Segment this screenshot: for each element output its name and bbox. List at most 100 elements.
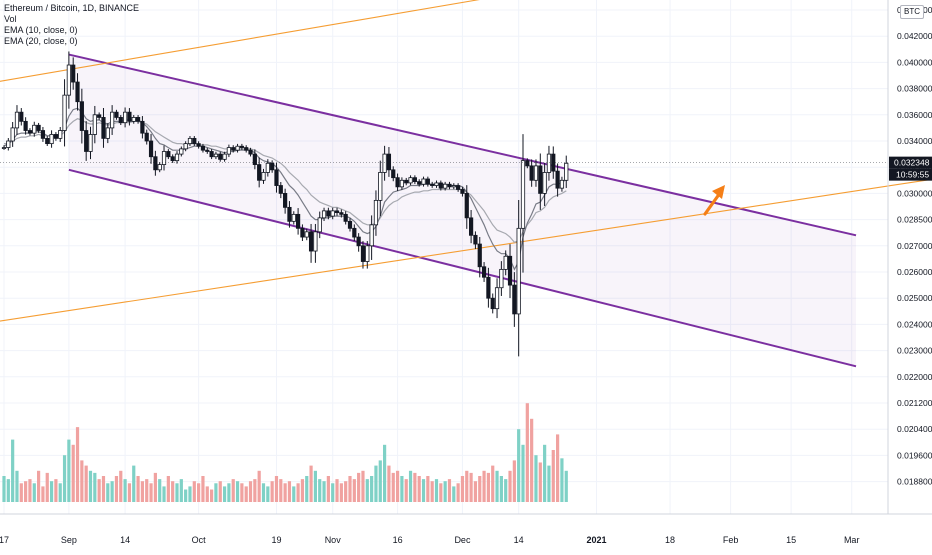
- candle-36: [157, 162, 162, 173]
- volume-bar-15: [67, 439, 71, 502]
- candle-24: [105, 123, 110, 144]
- candle-body-129: [559, 179, 565, 189]
- volume-bar-101: [439, 483, 443, 502]
- volume-bar-2: [11, 439, 15, 502]
- currency-label[interactable]: BTC: [900, 5, 924, 19]
- legend-volume[interactable]: Vol: [4, 14, 17, 24]
- candle-77: [334, 207, 340, 216]
- candle-body-43: [187, 137, 193, 145]
- volume-bar-74: [322, 481, 326, 502]
- candle-93: [404, 177, 409, 186]
- price-tick-label-2: 0.040000: [897, 57, 932, 67]
- volume-bar-118: [512, 460, 516, 502]
- candle-body-37: [161, 151, 167, 165]
- volume-bar-93: [404, 479, 408, 502]
- candle-body-119: [516, 227, 521, 315]
- ema-10-line: [3, 107, 567, 271]
- volume-bar-94: [408, 470, 413, 502]
- price-tick-label-11: 0.025000: [897, 293, 932, 303]
- volume-bar-7: [32, 483, 36, 502]
- candle-106: [460, 187, 465, 197]
- candle-body-54: [235, 145, 240, 151]
- volume-bar-20: [88, 470, 93, 502]
- candle-body-111: [481, 266, 487, 278]
- candle-body-57: [248, 149, 253, 155]
- candle-75: [326, 207, 331, 220]
- price-tick-label-12: 0.024000: [897, 319, 932, 329]
- candle-22: [97, 112, 102, 120]
- candle-25: [110, 105, 115, 135]
- volume-bar-72: [313, 470, 317, 502]
- volume-bar-31: [136, 476, 140, 502]
- candle-99: [430, 181, 435, 188]
- candle-body-130: [564, 162, 569, 181]
- volume-bar-83: [361, 470, 365, 502]
- candle-body-40: [174, 153, 180, 162]
- volume-bar-47: [205, 486, 209, 502]
- channel-fill: [68, 54, 857, 367]
- volume-bar-127: [551, 450, 555, 502]
- volume-bar-116: [504, 479, 508, 502]
- candle-90: [391, 166, 396, 182]
- volume-bar-3: [15, 470, 19, 502]
- volume-bar-114: [495, 470, 499, 502]
- time-axis[interactable]: 17 Sep 14 Oct 19 Nov 16 Dec 14 2021 18 Feb 15 Mar: [0, 513, 932, 545]
- candle-3: [14, 105, 20, 135]
- candle-body-87: [378, 172, 383, 201]
- volume-bar-67: [292, 486, 296, 502]
- volume-bar-119: [517, 429, 521, 502]
- candle-129: [559, 176, 565, 192]
- volume-bar-23: [101, 476, 106, 502]
- candle-body-62: [270, 162, 275, 171]
- candle-body-115: [499, 268, 504, 289]
- volume-bar-63: [274, 476, 279, 502]
- candle-body-23: [101, 117, 106, 139]
- candle-body-102: [443, 183, 448, 189]
- candle-body-80: [347, 220, 353, 229]
- volume-bar-42: [184, 489, 188, 502]
- volume-bar-9: [41, 486, 45, 502]
- candle-18: [79, 88, 84, 144]
- volume-bar-22: [97, 479, 101, 502]
- candle-body-52: [226, 147, 231, 155]
- candle-body-88: [382, 153, 387, 173]
- price-tick-label-4: 0.036000: [897, 110, 932, 120]
- volume-bar-75: [326, 476, 330, 502]
- candle-100: [434, 180, 439, 188]
- legend-ema-10[interactable]: EMA (10, close, 0): [4, 25, 78, 35]
- candle-32: [140, 116, 145, 139]
- price-axis[interactable]: 0.0440000.0420000.0400000.0380000.036000…: [887, 0, 932, 514]
- symbol-title[interactable]: Ethereum / Bitcoin, 1D, BINANCE: [4, 3, 140, 13]
- candle-body-12: [53, 134, 59, 139]
- candle-body-29: [127, 111, 132, 122]
- candle-110: [477, 236, 482, 278]
- volume-bar-8: [37, 470, 41, 502]
- candle-50: [218, 151, 223, 162]
- candle-73: [317, 211, 322, 239]
- candle-body-17: [75, 81, 80, 103]
- candle-72: [313, 223, 318, 263]
- candle-body-121: [525, 160, 530, 167]
- candle-130: [564, 155, 569, 188]
- candle-48: [209, 149, 214, 160]
- candle-92: [399, 177, 405, 190]
- time-tick-label-4: 19: [271, 535, 281, 545]
- candle-body-91: [395, 177, 400, 188]
- volume-bar-17: [75, 427, 80, 502]
- candle-body-3: [14, 111, 20, 129]
- candle-body-11: [49, 134, 54, 145]
- candle-43: [187, 136, 193, 146]
- volume-bar-126: [547, 465, 551, 502]
- volume-bar-129: [560, 458, 564, 502]
- candle-26: [114, 109, 119, 120]
- price-tick-label-15: 0.021200: [897, 398, 932, 408]
- price-tick-label-9: 0.027000: [897, 241, 932, 251]
- volume-bar-120: [521, 444, 525, 502]
- candle-7: [32, 121, 37, 137]
- volume-bar-34: [149, 483, 153, 502]
- candle-52: [226, 144, 231, 158]
- legend-ema-20[interactable]: EMA (20, close, 0): [4, 36, 78, 46]
- volume-bar-70: [305, 476, 309, 502]
